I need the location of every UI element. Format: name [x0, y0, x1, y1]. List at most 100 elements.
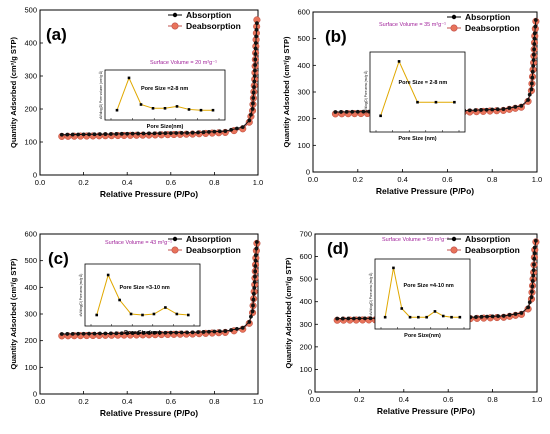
data-point-absorption — [495, 107, 500, 112]
inset-data-point — [458, 315, 462, 319]
data-point-absorption — [125, 131, 130, 136]
inset-data-point — [175, 312, 179, 316]
data-point-absorption — [217, 129, 222, 134]
data-point-absorption — [255, 21, 259, 26]
data-point-absorption — [119, 331, 124, 336]
y-tick-label: 700 — [299, 230, 312, 239]
legend-label: Deabsorption — [186, 245, 241, 255]
y-axis-label: Quantity Adsorbed (cm³/g STP) — [282, 36, 291, 147]
data-point-absorption — [531, 58, 536, 62]
data-point-absorption — [254, 27, 259, 32]
x-tick-label: 0.6 — [166, 397, 176, 406]
data-point-absorption — [223, 329, 228, 333]
inset-data-point — [379, 114, 382, 118]
data-point-absorption — [253, 46, 258, 51]
inset-data-point — [127, 76, 131, 80]
x-tick-label: 0.0 — [308, 175, 318, 184]
y-tick-label: 600 — [299, 252, 312, 261]
data-point-absorption — [254, 34, 259, 39]
surface-volume-annotation: Surface Volume = 20 m²g⁻¹ — [150, 60, 217, 66]
data-point-absorption — [108, 132, 113, 136]
x-tick-label: 0.6 — [442, 175, 452, 184]
data-point-absorption — [533, 238, 538, 243]
data-point-absorption — [179, 330, 184, 335]
inset-data-point — [152, 312, 156, 316]
data-point-absorption — [351, 316, 356, 321]
legend-marker — [171, 22, 179, 30]
data-point-absorption — [235, 126, 239, 131]
data-point-absorption — [533, 24, 538, 29]
data-point-absorption — [473, 108, 478, 113]
inset-data-point — [163, 107, 167, 110]
data-point-absorption — [490, 314, 495, 319]
data-point-absorption — [249, 314, 253, 319]
data-point-absorption — [251, 90, 256, 95]
chart-panel-d: 0.0 0.2 0.4 0.6 0.8 1.0 0 100 200 300 400 500 600 700… — [275, 214, 550, 429]
data-point-absorption — [532, 36, 537, 41]
pore-size-annotation: Pore Size =4-10 nm — [404, 283, 454, 289]
x-axis-label: Relative Pressure (P/Po) — [100, 408, 198, 418]
inset-data-point — [187, 108, 191, 111]
x-tick-label: 0.8 — [487, 175, 497, 184]
data-point-absorption — [357, 316, 362, 321]
data-point-absorption — [363, 316, 367, 321]
data-point-absorption — [168, 330, 173, 335]
data-point-absorption — [253, 253, 258, 258]
surface-volume-annotation: Surface Volume = 35 m²g⁻¹ — [379, 22, 446, 28]
y-tick-label: 0 — [306, 168, 310, 177]
chart-svg: 0.0 0.2 0.4 0.6 0.8 1.0 0 100 200 300 400 500 600 700… — [284, 230, 542, 417]
inset-data-point — [175, 105, 179, 108]
data-point-absorption — [235, 327, 239, 331]
data-point-absorption — [519, 311, 524, 315]
y-tick-label: 500 — [297, 34, 310, 43]
x-tick-label: 0.6 — [166, 178, 176, 187]
y-tick-label: 0 — [33, 390, 37, 399]
inset-y-axis-label: dV/dlog(D) Pore area (m²/g·Å) — [368, 273, 373, 316]
data-point-absorption — [196, 330, 200, 335]
y-tick-label: 500 — [24, 6, 37, 15]
y-tick-label: 100 — [297, 141, 310, 150]
data-point-absorption — [253, 258, 258, 263]
data-point-absorption — [158, 330, 162, 335]
data-point-absorption — [253, 63, 257, 67]
legend-marker — [450, 24, 458, 32]
data-point-absorption — [141, 331, 146, 335]
x-tick-label: 1.0 — [253, 178, 263, 187]
data-point-absorption — [253, 68, 257, 73]
inset-y-axis-label: dV/dlog(D) Pore area (m²/g·Å) — [78, 274, 83, 317]
x-tick-label: 0.4 — [399, 395, 409, 404]
inset-data-point — [383, 315, 387, 319]
data-point-absorption — [103, 132, 108, 136]
x-tick-label: 0.4 — [397, 175, 407, 184]
data-point-absorption — [98, 132, 102, 137]
inset-x-axis-label: Pore Size(nm) — [147, 124, 184, 130]
x-tick-label: 0.4 — [122, 178, 132, 187]
data-point-absorption — [490, 107, 495, 112]
x-tick-label: 1.0 — [532, 395, 542, 404]
y-tick-label: 200 — [297, 114, 310, 123]
y-tick-label: 100 — [24, 363, 37, 372]
data-point-absorption — [474, 315, 478, 319]
inset-data-point — [106, 273, 110, 277]
panel-label: (b) — [325, 27, 347, 46]
legend-label: Deabsorption — [465, 245, 520, 255]
data-point-absorption — [533, 18, 538, 22]
pore-size-annotation: Pore Size =3-10 nm — [120, 285, 170, 291]
data-point-absorption — [158, 131, 162, 136]
data-point-absorption — [250, 309, 255, 314]
inset-data-point — [95, 313, 99, 317]
data-point-absorption — [92, 132, 97, 137]
inset-data-point — [151, 107, 155, 110]
data-point-absorption — [190, 130, 195, 135]
data-point-absorption — [98, 331, 102, 336]
data-point-absorption — [251, 303, 255, 308]
x-tick-label: 0.8 — [487, 395, 497, 404]
data-point-absorption — [87, 331, 91, 336]
data-point-absorption — [207, 329, 211, 334]
inset-y-axis-label: dV/dlog(D) Pore area (m²/g·Å) — [363, 71, 368, 114]
y-tick-label: 100 — [299, 365, 312, 374]
y-tick-label: 300 — [24, 72, 37, 81]
data-point-absorption — [76, 132, 81, 137]
inset-series-line — [384, 267, 460, 318]
data-point-absorption — [255, 240, 259, 244]
